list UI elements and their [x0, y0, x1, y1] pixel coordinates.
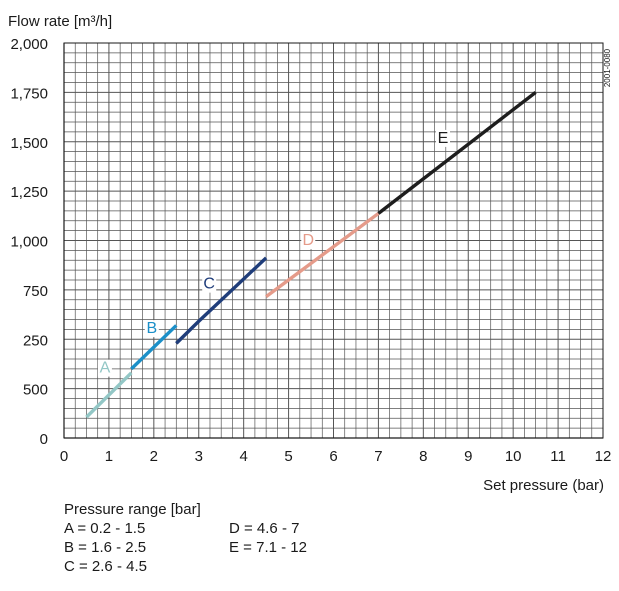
- series-label-bg: [301, 232, 316, 250]
- legend-item: A = 0.2 - 1.5: [64, 520, 146, 537]
- series-label-bg: [436, 129, 451, 147]
- plot-frame: [63, 42, 604, 439]
- series-line-d: [265, 212, 380, 298]
- y-tick-label: 1,750: [10, 85, 48, 102]
- series-label-bg: [202, 275, 217, 293]
- y-tick-label: 500: [23, 382, 48, 399]
- x-tick-label: 7: [374, 448, 382, 465]
- series-label-bg: [97, 359, 112, 377]
- tick-labels: 0 1 2 3 4 5 6 7 8 9 10 11 1205002507501,0001,2501,50…: [10, 36, 611, 465]
- series-line-c: [175, 256, 268, 345]
- series-group: A B C D E: [85, 91, 537, 419]
- legend-item: D = 4.6 - 7: [229, 520, 300, 537]
- series-label-d: D: [302, 232, 314, 249]
- x-tick-label: 8: [419, 448, 427, 465]
- x-tick-label: 5: [284, 448, 292, 465]
- series-label-e: E: [438, 130, 449, 147]
- series-label-c: C: [203, 276, 215, 293]
- x-tick-label: 1: [105, 448, 113, 465]
- legend-item: C = 2.6 - 4.5: [64, 558, 147, 575]
- x-tick-label: 9: [464, 448, 472, 465]
- x-tick-label: 11: [550, 448, 566, 465]
- series-line-e: [377, 91, 537, 215]
- x-tick-label: 6: [329, 448, 337, 465]
- x-tick-label: 4: [239, 448, 247, 465]
- series-line-b: [130, 324, 178, 371]
- legend-items: A = 0.2 - 1.5 D = 4.6 - 7 B = 1.6 - 2.5 …: [64, 519, 307, 576]
- series-label-b: B: [146, 320, 157, 337]
- x-tick-label: 0: [60, 448, 68, 465]
- axes: [63, 42, 604, 439]
- legend-item: E = 7.1 - 12: [229, 539, 307, 556]
- series-label-bg: [144, 320, 159, 338]
- x-tick-label: 10: [505, 448, 522, 465]
- legend-item: [229, 557, 307, 576]
- y-tick-label: 0: [40, 431, 48, 448]
- legend-item: B = 1.6 - 2.5: [64, 539, 147, 556]
- legend-title: Pressure range [bar]: [64, 501, 201, 518]
- figure-code: 2001-0080: [603, 48, 612, 87]
- x-tick-label: 12: [595, 448, 612, 465]
- y-tick-label: 2,000: [10, 36, 48, 53]
- y-tick-label: 1,000: [10, 234, 48, 251]
- series-line-a: [85, 371, 133, 419]
- y-tick-label: 250: [23, 332, 48, 349]
- y-tick-label: 750: [23, 283, 48, 300]
- y-tick-label: 1,500: [10, 135, 48, 152]
- y-tick-label: 1,250: [10, 184, 48, 201]
- y-axis-label: Flow rate [m³/h]: [8, 13, 112, 30]
- x-axis-label: Set pressure (bar): [483, 477, 604, 494]
- series-label-a: A: [100, 360, 111, 377]
- pressure-range-legend: Pressure range [bar] A = 0.2 - 1.5 D = 4…: [64, 500, 307, 576]
- x-tick-label: 2: [150, 448, 158, 465]
- x-tick-label: 3: [195, 448, 203, 465]
